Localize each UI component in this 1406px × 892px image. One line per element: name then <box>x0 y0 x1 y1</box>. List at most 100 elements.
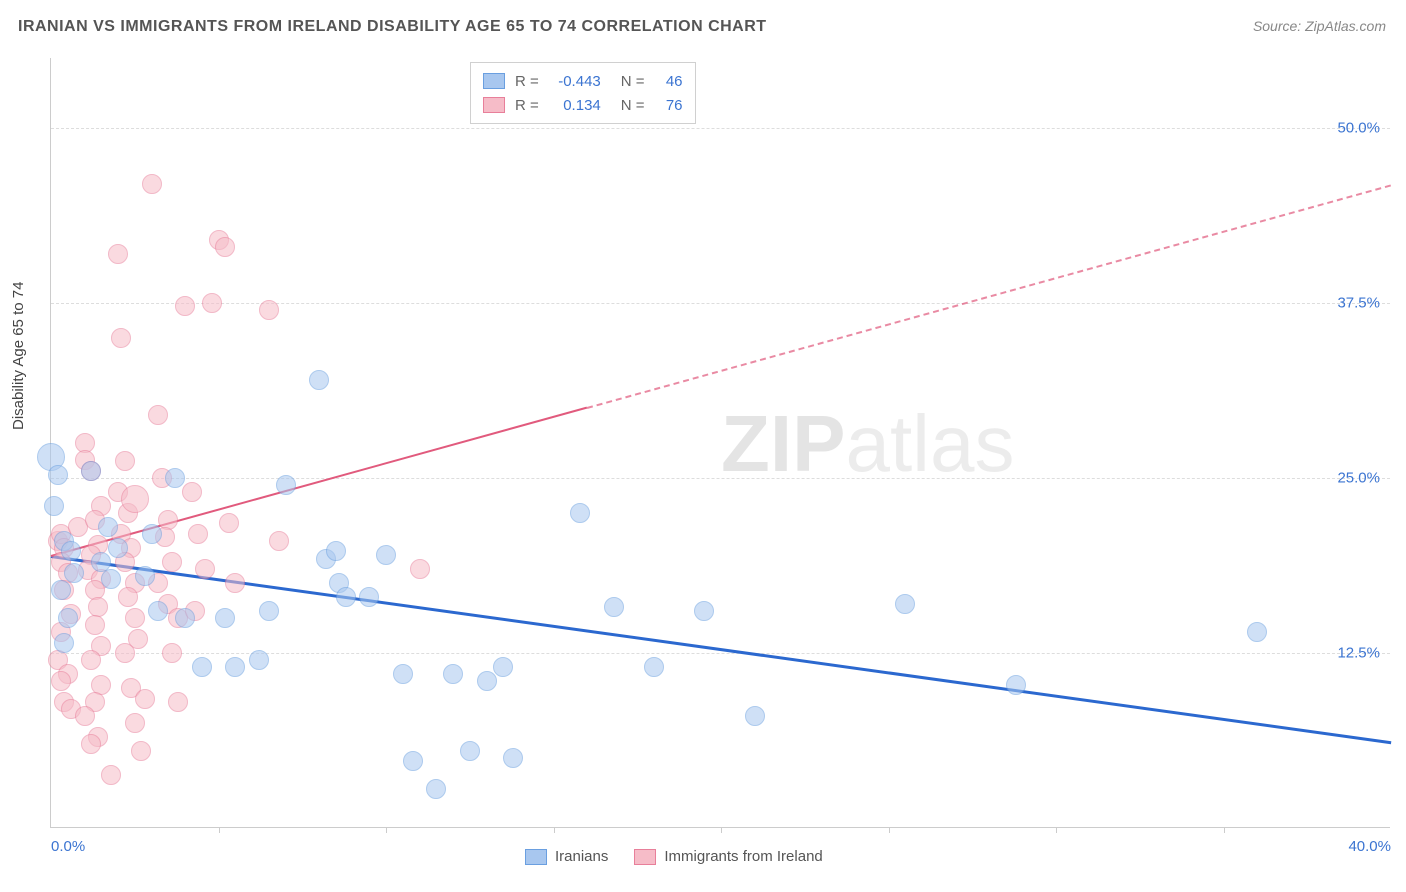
y-tick-label: 50.0% <box>1337 120 1380 137</box>
x-minor-tick <box>386 827 387 833</box>
data-point <box>195 559 215 579</box>
data-point <box>54 633 74 653</box>
data-point <box>259 300 279 320</box>
data-point <box>477 671 497 691</box>
data-point <box>118 587 138 607</box>
data-point <box>895 594 915 614</box>
data-point <box>101 569 121 589</box>
data-point <box>259 601 279 621</box>
legend-r-value: -0.443 <box>549 73 601 90</box>
gridline <box>51 303 1390 304</box>
x-minor-tick <box>1224 827 1225 833</box>
legend-swatch <box>634 849 656 865</box>
data-point <box>376 545 396 565</box>
data-point <box>115 451 135 471</box>
data-point <box>336 587 356 607</box>
data-point <box>175 296 195 316</box>
data-point <box>443 664 463 684</box>
x-minor-tick <box>219 827 220 833</box>
data-point <box>269 531 289 551</box>
data-point <box>249 650 269 670</box>
data-point <box>64 563 84 583</box>
x-minor-tick <box>554 827 555 833</box>
data-point <box>168 692 188 712</box>
legend-row: R =-0.443N =46 <box>483 69 683 93</box>
series-legend: Iranians Immigrants from Ireland <box>525 848 823 865</box>
data-point <box>309 370 329 390</box>
plot-area: ZIPatlas 12.5%25.0%37.5%50.0%0.0%40.0% <box>50 58 1390 828</box>
data-point <box>88 597 108 617</box>
data-point <box>44 496 64 516</box>
data-point <box>75 706 95 726</box>
data-point <box>225 573 245 593</box>
data-point <box>162 552 182 572</box>
data-point <box>148 405 168 425</box>
data-point <box>48 465 68 485</box>
legend-swatch <box>483 97 505 113</box>
data-point <box>403 751 423 771</box>
data-point <box>125 713 145 733</box>
data-point <box>225 657 245 677</box>
data-point <box>644 657 664 677</box>
y-tick-label: 37.5% <box>1337 295 1380 312</box>
data-point <box>162 643 182 663</box>
data-point <box>503 748 523 768</box>
data-point <box>219 513 239 533</box>
data-point <box>142 524 162 544</box>
data-point <box>85 615 105 635</box>
watermark-atlas: atlas <box>845 399 1014 488</box>
watermark: ZIPatlas <box>721 398 1014 490</box>
data-point <box>58 608 78 628</box>
data-point <box>694 601 714 621</box>
gridline <box>51 128 1390 129</box>
x-minor-tick <box>721 827 722 833</box>
data-point <box>131 741 151 761</box>
legend-item: Immigrants from Ireland <box>634 848 822 865</box>
data-point <box>81 650 101 670</box>
data-point <box>359 587 379 607</box>
legend-swatch <box>483 73 505 89</box>
legend-r-label: R = <box>515 73 539 90</box>
data-point <box>175 608 195 628</box>
legend-r-value: 0.134 <box>549 97 601 114</box>
data-point <box>460 741 480 761</box>
data-point <box>98 517 118 537</box>
data-point <box>192 657 212 677</box>
data-point <box>1006 675 1026 695</box>
data-point <box>202 293 222 313</box>
data-point <box>121 485 149 513</box>
data-point <box>115 643 135 663</box>
data-point <box>276 475 296 495</box>
data-point <box>125 608 145 628</box>
data-point <box>111 328 131 348</box>
data-point <box>426 779 446 799</box>
data-point <box>745 706 765 726</box>
data-point <box>108 538 128 558</box>
legend-n-value: 76 <box>655 97 683 114</box>
legend-n-label: N = <box>621 73 645 90</box>
correlation-legend: R =-0.443N =46R =0.134N =76 <box>470 62 696 124</box>
data-point <box>81 734 101 754</box>
legend-item: Iranians <box>525 848 608 865</box>
data-point <box>108 244 128 264</box>
gridline <box>51 478 1390 479</box>
data-point <box>493 657 513 677</box>
data-point <box>410 559 430 579</box>
data-point <box>135 689 155 709</box>
data-point <box>148 601 168 621</box>
source-attribution: Source: ZipAtlas.com <box>1253 18 1386 34</box>
legend-n-label: N = <box>621 97 645 114</box>
legend-swatch <box>525 849 547 865</box>
data-point <box>215 608 235 628</box>
data-point <box>101 765 121 785</box>
data-point <box>182 482 202 502</box>
regression-line <box>51 555 1391 744</box>
data-point <box>570 503 590 523</box>
data-point <box>215 237 235 257</box>
data-point <box>165 468 185 488</box>
data-point <box>51 671 71 691</box>
legend-row: R =0.134N =76 <box>483 93 683 117</box>
data-point <box>188 524 208 544</box>
regression-line <box>587 184 1392 409</box>
legend-series-name: Iranians <box>555 848 608 865</box>
